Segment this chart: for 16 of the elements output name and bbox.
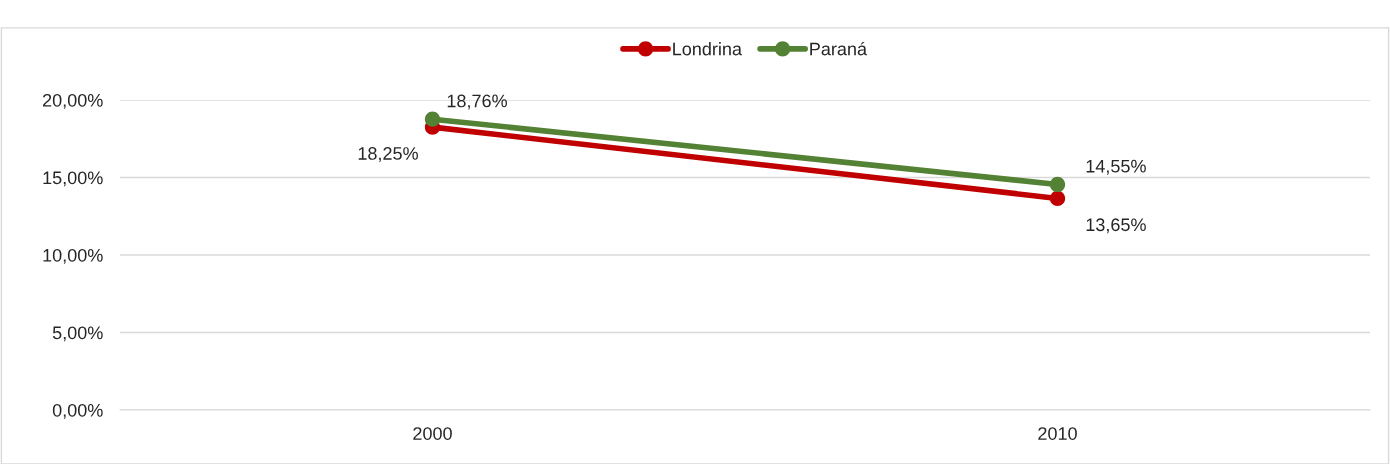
- legend-label: Paraná: [810, 41, 868, 56]
- x-tick-label: 2010: [1038, 427, 1077, 440]
- data-label: 18,76%: [447, 94, 507, 110]
- point: [424, 111, 441, 127]
- legend-label: Londrina: [673, 42, 742, 56]
- y-tick-label: 10,00%: [43, 248, 103, 264]
- y-tick-label: 5,00%: [52, 326, 103, 342]
- point: [1049, 176, 1066, 193]
- point: [1049, 190, 1066, 207]
- data-label: 14,55%: [1086, 159, 1146, 175]
- data-label: 18,25%: [358, 147, 418, 162]
- data-label: 13,65%: [1086, 218, 1146, 234]
- y-tick-label: 0,00%: [52, 403, 103, 419]
- x-tick-label: 2000: [413, 427, 452, 440]
- y-tick-label: 20,00%: [43, 93, 103, 109]
- y-tick-label: 15,00%: [43, 171, 103, 187]
